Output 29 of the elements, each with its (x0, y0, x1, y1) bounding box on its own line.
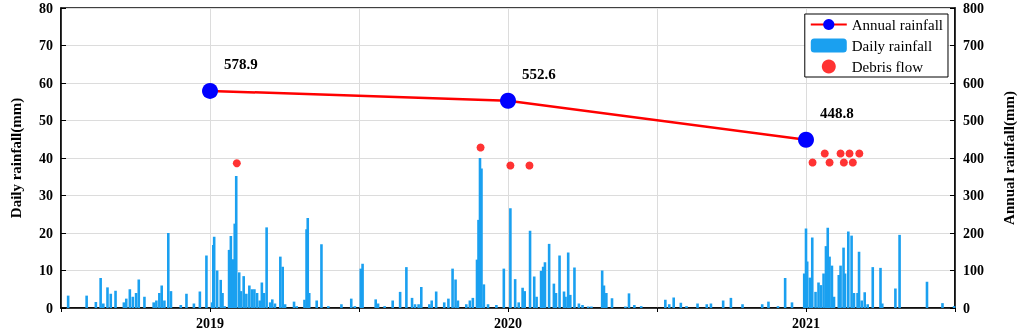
x-tick-label: 2021 (792, 315, 820, 331)
y2-tick-label: 400 (963, 150, 984, 166)
y-tick-label: 60 (39, 75, 53, 91)
y2-tick-label: 0 (963, 300, 970, 316)
data-label: 578.9 (224, 56, 258, 73)
y2-axis-title: Annual rainfall(mm) (1000, 91, 1018, 225)
data-label: 448.8 (820, 105, 854, 122)
y-tick-label: 20 (39, 225, 53, 241)
legend-label: Daily rainfall (851, 37, 933, 54)
y-tick-label: 70 (39, 38, 53, 53)
y2-tick-label: 500 (963, 113, 984, 128)
legend-label: Annual rainfall (851, 16, 943, 33)
y2-tick-label: 700 (963, 38, 984, 53)
data-label: 552.6 (522, 66, 557, 83)
y2-tick-label: 100 (963, 263, 984, 278)
y2-tick-label: 300 (963, 188, 984, 203)
y2-tick-label: 800 (963, 0, 984, 16)
legend-label: Debris flow (851, 58, 924, 75)
y-tick-label: 80 (39, 0, 53, 16)
y-tick-label: 40 (39, 150, 53, 166)
y2-tick-label: 600 (963, 75, 984, 91)
y-tick-label: 50 (39, 113, 53, 128)
y-axis-title: Daily rainfall(mm) (7, 97, 25, 219)
y-tick-label: 0 (46, 300, 53, 316)
y2-tick-label: 200 (963, 225, 984, 241)
y-tick-label: 10 (39, 263, 53, 278)
x-tick-label: 2020 (494, 315, 522, 331)
x-tick-label: 2019 (196, 315, 224, 331)
y-tick-label: 30 (39, 188, 53, 203)
